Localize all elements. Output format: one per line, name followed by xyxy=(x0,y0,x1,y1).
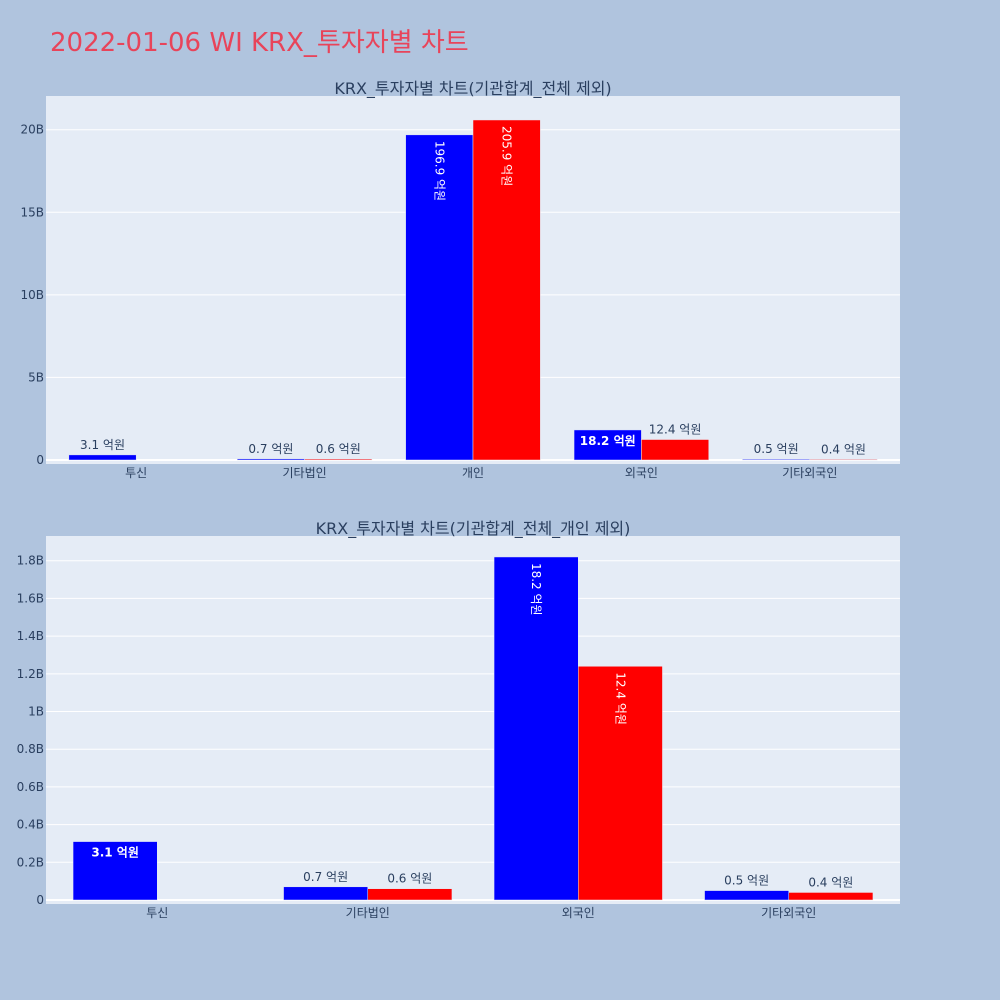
data-label: 0.4 억원 xyxy=(821,442,866,456)
data-label: 12.4 억원 xyxy=(649,423,702,437)
bar xyxy=(578,666,663,901)
y-tick-label: 20B xyxy=(20,123,44,137)
y-tick-label: 1.8B xyxy=(17,554,44,568)
page-title: 2022-01-06 WI KRX_투자자별 차트 xyxy=(50,28,469,58)
x-tick-label: 개인 xyxy=(462,466,484,480)
bar xyxy=(283,886,368,901)
y-tick-label: 0.2B xyxy=(17,855,44,869)
y-tick-label: 15B xyxy=(20,205,44,219)
bar xyxy=(68,454,137,461)
y-tick-label: 1.4B xyxy=(17,629,44,643)
plot-area xyxy=(46,536,900,904)
data-label: 0.7 억원 xyxy=(248,442,293,456)
y-tick-label: 10B xyxy=(20,288,44,302)
y-tick-label: 0.6B xyxy=(17,780,44,794)
bar xyxy=(788,892,874,901)
chart-title: KRX_투자자별 차트(기관합계_전체_개인 제외) xyxy=(316,519,631,539)
x-tick-label: 기타법인 xyxy=(283,466,327,480)
bar xyxy=(405,134,474,461)
data-label: 0.6 억원 xyxy=(316,442,361,456)
bar xyxy=(472,119,541,461)
x-tick-label: 기타외국인 xyxy=(782,466,837,480)
x-tick-label: 외국인 xyxy=(562,906,595,920)
x-tick-label: 투신 xyxy=(125,466,147,480)
y-tick-label: 0 xyxy=(36,893,44,907)
data-label: 12.4 억원 xyxy=(613,672,627,725)
y-tick-label: 0.8B xyxy=(17,742,44,756)
data-label: 18.2 억원 xyxy=(580,434,636,448)
y-tick-label: 1.2B xyxy=(17,667,44,681)
data-label: 196.9 억원 xyxy=(432,141,446,201)
y-tick-label: 1.6B xyxy=(17,591,44,605)
y-tick-label: 1B xyxy=(28,705,44,719)
x-tick-label: 기타법인 xyxy=(346,906,390,920)
data-label: 0.5 억원 xyxy=(754,442,799,456)
bar xyxy=(704,890,789,901)
bar xyxy=(809,459,878,461)
bar xyxy=(72,841,158,901)
bar xyxy=(304,458,373,461)
data-label: 3.1 억원 xyxy=(80,438,125,452)
y-tick-label: 0.4B xyxy=(17,818,44,832)
y-tick-label: 5B xyxy=(28,370,44,384)
data-label: 18.2 억원 xyxy=(529,563,543,616)
data-label: 3.1 억원 xyxy=(91,846,139,860)
data-label: 0.4 억원 xyxy=(808,875,853,889)
x-tick-label: 투신 xyxy=(146,906,168,920)
chart-title: KRX_투자자별 차트(기관합계_전체 제외) xyxy=(334,79,611,99)
chart-bottom: KRX_투자자별 차트(기관합계_전체_개인 제외) 0 0.2B 0.4B 0.6B 0… xyxy=(17,519,900,920)
bar xyxy=(641,439,710,461)
chart-top: KRX_투자자별 차트(기관합계_전체 제외) 0 5B 10B 15B 20B 투신3.1… xyxy=(20,79,900,480)
data-label: 0.7 억원 xyxy=(303,870,348,884)
bar xyxy=(367,888,453,901)
data-label: 0.5 억원 xyxy=(724,874,769,888)
data-label: 0.6 억원 xyxy=(387,872,432,886)
x-tick-label: 외국인 xyxy=(625,466,658,480)
bar xyxy=(742,458,811,461)
x-tick-label: 기타외국인 xyxy=(761,906,816,920)
data-label: 205.9 억원 xyxy=(500,126,514,186)
bar xyxy=(236,458,305,461)
y-tick-label: 0 xyxy=(36,453,44,467)
